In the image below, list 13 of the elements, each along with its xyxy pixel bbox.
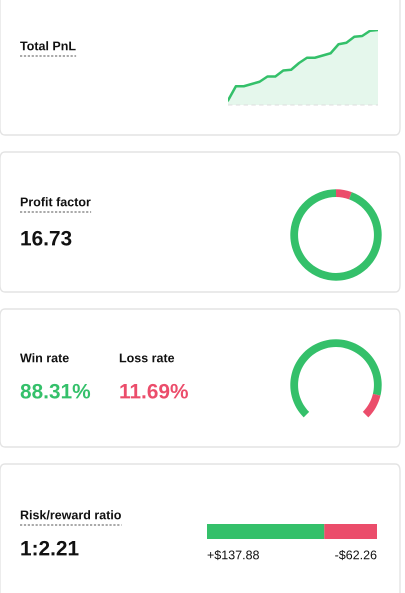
- text: 11.69%: [120, 384, 188, 399]
- text: 88.31%: [20, 384, 90, 399]
- donut-slice: [290, 189, 382, 281]
- text: Win rate: [20, 353, 69, 362]
- text: Profit factor: [20, 197, 91, 206]
- text: Total PnL: [20, 41, 76, 50]
- text: +$137.88: [208, 550, 259, 560]
- text: Loss rate: [120, 354, 174, 362]
- text: -$62.26: [335, 550, 376, 560]
- text: 1:2.21: [21, 540, 78, 556]
- text: Risk/reward ratio: [20, 510, 121, 520]
- donut-slice: [336, 189, 352, 200]
- text: 16.73: [21, 230, 72, 246]
